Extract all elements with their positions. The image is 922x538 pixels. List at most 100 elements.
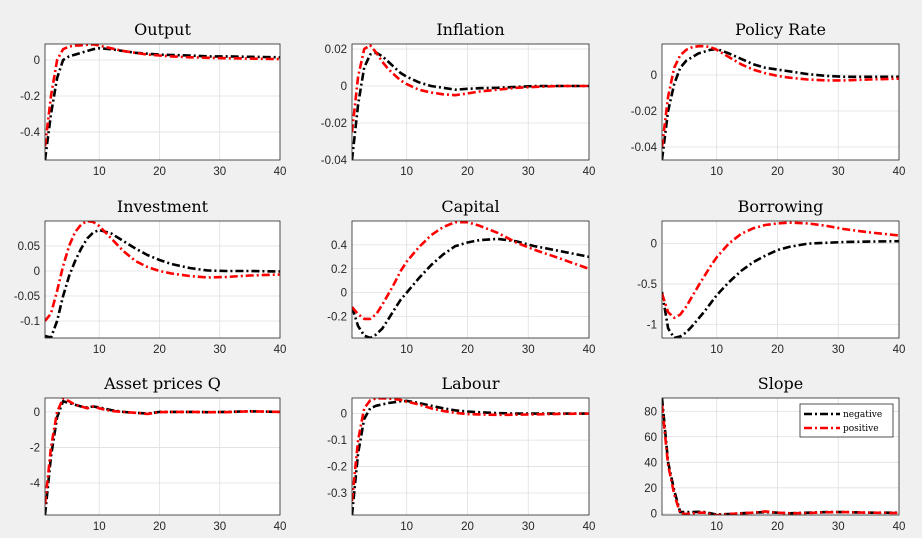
y-tick-label: 20 <box>644 483 657 495</box>
axes-background <box>352 221 589 338</box>
x-tick-label: 10 <box>400 344 413 356</box>
y-tick-label: -0.2 <box>327 462 347 474</box>
x-tick-label: 40 <box>274 166 287 178</box>
subplot-title: Labour <box>442 374 500 393</box>
subplot-title: Inflation <box>436 20 504 39</box>
subplot-inflation: 10 20 30 40 -0.04 -0.02 0 0.02 Inflation <box>321 20 596 178</box>
series-line-negative <box>45 399 280 515</box>
x-tick-label: 10 <box>93 344 106 356</box>
y-tick-label: 60 <box>644 432 657 444</box>
series-line-negative <box>45 228 280 338</box>
axes-box <box>661 397 900 516</box>
series-line-negative <box>662 47 899 160</box>
subplot-title: Output <box>134 20 191 39</box>
subplot-title: Investment <box>117 197 209 216</box>
x-tick-label: 20 <box>461 344 474 356</box>
subplot-output: 10 20 30 40 -0.4 -0.2 0 Output <box>20 20 286 178</box>
subplot-investment: 10 20 30 40 -0.1 -0.05 0 0.05 Investment <box>14 197 287 356</box>
y-tick-label: -0.1 <box>327 435 347 447</box>
y-tick-label: 40 <box>644 457 657 469</box>
x-tick-label: 30 <box>213 344 226 356</box>
series-line-negative <box>45 47 280 160</box>
x-tick-label: 40 <box>893 166 906 178</box>
x-tick-label: 40 <box>583 521 596 533</box>
x-tick-label: 30 <box>213 521 226 533</box>
x-tick-label: 10 <box>400 521 413 533</box>
x-tick-label: 20 <box>461 521 474 533</box>
x-tick-label: 10 <box>710 521 723 533</box>
x-tick-label: 20 <box>771 521 784 533</box>
x-tick-label: 10 <box>93 166 106 178</box>
axes-background <box>662 221 899 338</box>
x-tick-label: 20 <box>153 166 166 178</box>
x-tick-label: 30 <box>832 344 845 356</box>
x-tick-label: 20 <box>771 166 784 178</box>
subplot-title: Slope <box>758 374 803 393</box>
series-line-positive <box>352 221 589 321</box>
axes-box <box>44 397 281 516</box>
axes-background <box>662 44 899 160</box>
subplot-capital: 10 20 30 40 -0.2 0 0.2 0.4 Capital <box>327 197 595 356</box>
x-tick-label: 10 <box>710 344 723 356</box>
axes-box <box>661 220 900 339</box>
x-tick-label: 20 <box>771 344 784 356</box>
y-tick-label: 0 <box>341 288 347 300</box>
x-tick-label: 10 <box>710 166 723 178</box>
axes-box <box>661 43 900 161</box>
subplot-labour: 10 20 30 40 -0.3 -0.2 -0.1 0 Labour <box>327 374 595 533</box>
axes-background <box>45 221 280 338</box>
x-tick-label: 20 <box>461 166 474 178</box>
y-tick-label: 0 <box>651 508 657 520</box>
legend-label: negative <box>843 410 882 420</box>
axes-box <box>44 43 281 161</box>
series-line-positive <box>45 221 280 322</box>
y-tick-label: 0 <box>341 81 347 93</box>
y-tick-label: 0 <box>34 55 40 67</box>
x-tick-label: 30 <box>213 166 226 178</box>
subplot-title: Policy Rate <box>735 20 826 39</box>
y-tick-label: -0.05 <box>14 291 40 303</box>
x-tick-label: 30 <box>522 521 535 533</box>
y-tick-label: -0.04 <box>321 155 348 167</box>
x-tick-label: 10 <box>400 166 413 178</box>
y-tick-label: -0.3 <box>327 488 347 500</box>
y-tick-label: -0.5 <box>637 279 657 291</box>
y-tick-label: -4 <box>30 478 41 490</box>
y-tick-label: -1 <box>647 319 657 331</box>
subplot-borrowing: 10 20 30 40 -1 -0.5 0 Borrowing <box>637 197 905 356</box>
y-tick-label: -0.02 <box>321 118 347 130</box>
y-tick-label: 0 <box>34 407 40 419</box>
y-tick-label: -2 <box>30 442 40 454</box>
series-line-positive <box>662 404 899 515</box>
y-tick-label: 0 <box>651 70 657 82</box>
x-tick-label: 40 <box>274 344 287 356</box>
x-tick-label: 40 <box>893 521 906 533</box>
axes-box <box>351 397 590 516</box>
x-tick-label: 20 <box>153 344 166 356</box>
legend-box <box>799 403 894 438</box>
subplot-asset-prices-q: 10 20 30 40 -4 -2 0 Asset prices Q <box>30 374 287 533</box>
y-tick-label: 0.2 <box>331 264 347 276</box>
y-tick-label: -0.4 <box>20 127 40 139</box>
x-tick-label: 20 <box>153 521 166 533</box>
series-line-negative <box>662 398 899 515</box>
subplot-title: Capital <box>441 197 499 216</box>
axes-background <box>45 398 280 515</box>
x-tick-label: 30 <box>522 166 535 178</box>
x-tick-label: 40 <box>274 521 287 533</box>
axes-box <box>351 43 590 161</box>
x-tick-label: 30 <box>832 521 845 533</box>
x-tick-label: 40 <box>583 344 596 356</box>
y-tick-label: -0.04 <box>631 142 658 154</box>
legend: negative positive <box>799 403 894 438</box>
y-tick-label: 0 <box>34 266 40 278</box>
axes-background <box>45 44 280 160</box>
axes-box <box>351 220 590 339</box>
x-tick-label: 10 <box>93 521 106 533</box>
series-line-positive <box>45 44 280 147</box>
x-tick-label: 40 <box>583 166 596 178</box>
subplot-title: Borrowing <box>738 197 824 216</box>
subplot-slope: 10 20 30 40 0 20 40 60 80 Slope negative positive <box>644 374 905 533</box>
series-line-negative <box>352 51 589 160</box>
